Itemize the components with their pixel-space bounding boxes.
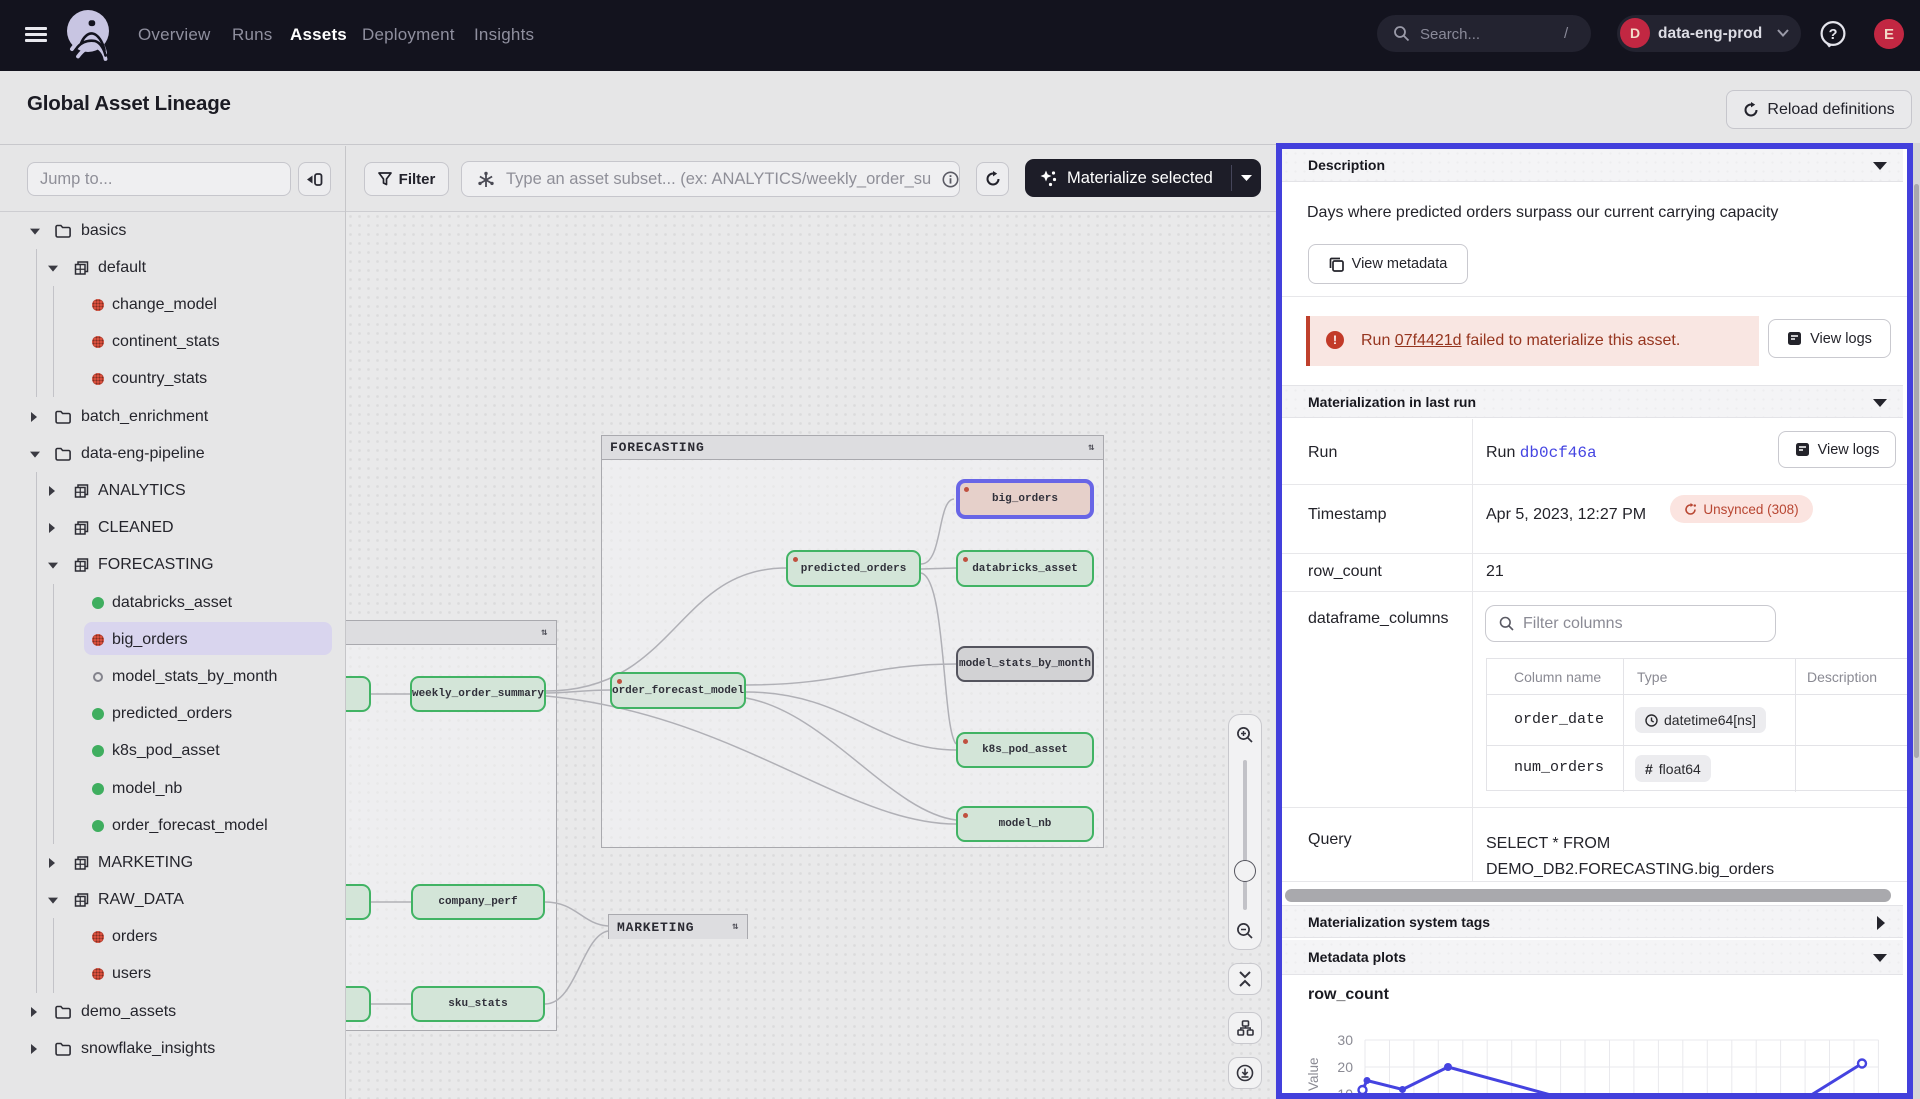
svg-text:20: 20 xyxy=(1337,1059,1353,1075)
svg-text:?: ? xyxy=(1829,27,1838,43)
svg-text:10: 10 xyxy=(1337,1086,1353,1093)
svg-text:30: 30 xyxy=(1337,1032,1353,1048)
svg-text:Value: Value xyxy=(1306,1057,1321,1091)
